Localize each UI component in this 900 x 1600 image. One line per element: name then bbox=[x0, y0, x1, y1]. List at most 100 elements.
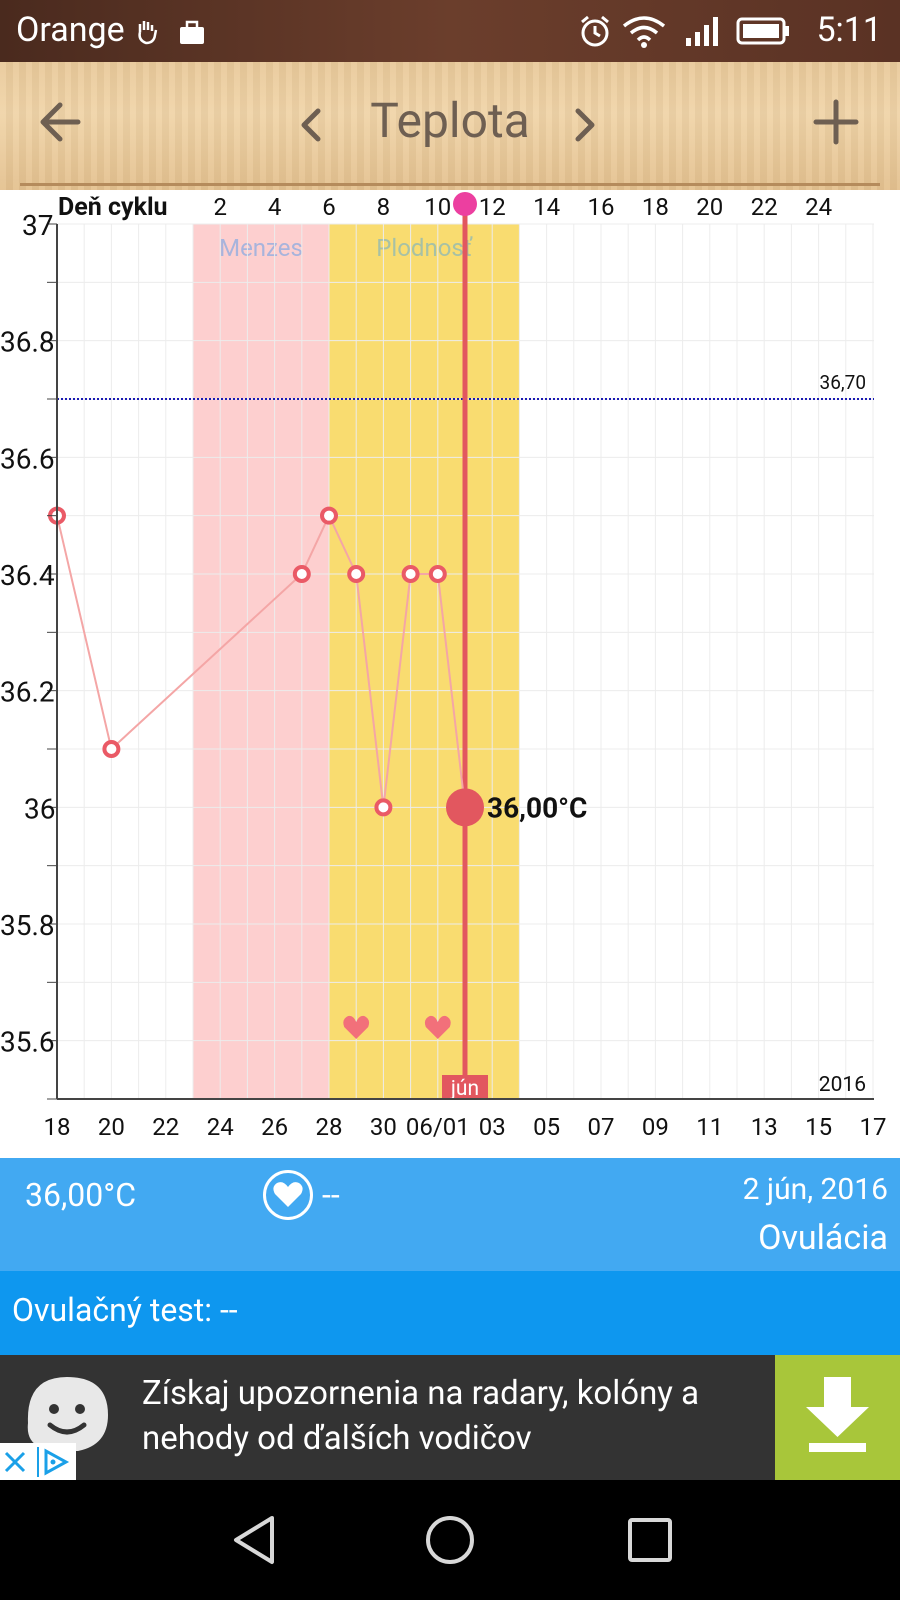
y-tick-label: 35.6 bbox=[0, 1026, 55, 1059]
period-band bbox=[329, 224, 520, 1099]
y-tick-label: 36.8 bbox=[0, 326, 55, 359]
cycle-day-tick: 8 bbox=[377, 193, 391, 221]
x-tick-label: 20 bbox=[98, 1113, 125, 1141]
day-info-panel[interactable]: 36,00°C -- 2 jún, 2016 Ovulácia bbox=[0, 1158, 900, 1271]
battery-icon bbox=[736, 17, 789, 45]
waze-logo-icon bbox=[27, 1377, 108, 1457]
year-label: 2016 bbox=[819, 1073, 866, 1097]
intercourse-heart-icon bbox=[424, 1015, 451, 1039]
x-tick-label: 06/01 bbox=[406, 1113, 470, 1141]
y-tick-label: 36 bbox=[24, 792, 55, 825]
y-tick-label: 36.6 bbox=[0, 442, 55, 475]
x-tick-label: 30 bbox=[370, 1113, 397, 1141]
x-tick-label: 13 bbox=[751, 1113, 778, 1141]
nav-back-icon bbox=[234, 1516, 274, 1564]
briefcase-notification-icon bbox=[180, 20, 204, 44]
page-title: Teplota bbox=[370, 92, 530, 149]
alarm-icon bbox=[581, 15, 609, 47]
clock: 5:11 bbox=[816, 10, 882, 50]
intercourse-value: -- bbox=[322, 1176, 340, 1214]
x-tick-label: 26 bbox=[261, 1113, 288, 1141]
nav-recents-button[interactable] bbox=[614, 1504, 686, 1576]
cycle-day-tick: 22 bbox=[751, 193, 778, 221]
carrier-name: Orange bbox=[16, 10, 125, 50]
hand-notification-icon bbox=[138, 21, 158, 45]
cycle-day-tick: 20 bbox=[696, 193, 723, 221]
ovulation-test-row[interactable]: Ovulačný test: -- bbox=[0, 1271, 900, 1355]
x-tick-label: 18 bbox=[44, 1113, 71, 1141]
ad-text: Získaj upozornenia na radary, kolóny a n… bbox=[142, 1371, 752, 1461]
adchoices-icon bbox=[4, 1447, 70, 1477]
download-icon bbox=[806, 1377, 869, 1452]
cycle-day-tick: 6 bbox=[322, 193, 336, 221]
reference-line-label: 36,70 bbox=[820, 371, 866, 394]
x-tick-label: 24 bbox=[207, 1113, 234, 1141]
data-point bbox=[401, 565, 420, 583]
chevron-left-icon bbox=[301, 108, 321, 142]
x-tick-label: 11 bbox=[696, 1113, 723, 1141]
ovulation-test-label: Ovulačný test: -- bbox=[12, 1291, 238, 1329]
ad-download-button[interactable] bbox=[775, 1355, 900, 1480]
cycle-day-tick: 12 bbox=[479, 193, 506, 221]
y-tick-label: 37 bbox=[22, 209, 53, 242]
y-tick-label: 36.2 bbox=[0, 676, 55, 709]
cycle-day-tick: 24 bbox=[805, 193, 832, 221]
toolbar: Teplota bbox=[0, 62, 900, 190]
x-tick-label: 15 bbox=[805, 1113, 832, 1141]
ad-banner[interactable]: Získaj upozornenia na radary, kolóny a n… bbox=[0, 1355, 900, 1480]
y-tick-label: 36.4 bbox=[0, 559, 55, 592]
selected-day-handle bbox=[453, 192, 477, 216]
nav-home-button[interactable] bbox=[414, 1504, 486, 1576]
period-band bbox=[193, 224, 329, 1099]
x-tick-label: 09 bbox=[642, 1113, 669, 1141]
system-nav-bar bbox=[0, 1480, 900, 1600]
period-label: Menzes bbox=[219, 234, 303, 262]
plus-icon bbox=[813, 99, 859, 145]
ad-text-line-2: nehody od ďalších vodičov bbox=[142, 1419, 532, 1458]
data-point bbox=[347, 565, 366, 583]
add-button[interactable] bbox=[806, 92, 866, 152]
nav-recents-icon bbox=[628, 1518, 672, 1562]
cycle-day-tick: 10 bbox=[424, 193, 451, 221]
intercourse-button[interactable] bbox=[263, 1170, 313, 1220]
signal-icon bbox=[686, 17, 718, 46]
cycle-day-tick: 14 bbox=[533, 193, 560, 221]
ad-text-line-1: Získaj upozornenia na radary, kolóny a bbox=[142, 1374, 700, 1413]
status-bar: Orange 5:11 bbox=[0, 0, 900, 62]
data-point bbox=[102, 740, 121, 758]
wifi-icon bbox=[622, 16, 666, 48]
data-point bbox=[292, 565, 311, 583]
ad-choices[interactable] bbox=[0, 1443, 76, 1480]
back-button[interactable] bbox=[32, 92, 92, 152]
month-label: jún bbox=[450, 1077, 479, 1101]
data-point bbox=[320, 506, 338, 525]
intercourse-heart-icon bbox=[343, 1015, 370, 1039]
selected-temperature: 36,00°C bbox=[25, 1176, 137, 1214]
next-chart-button[interactable] bbox=[562, 100, 606, 144]
selected-point-label: 36,00°C bbox=[487, 791, 587, 824]
toolbar-divider bbox=[20, 183, 880, 186]
x-tick-label: 22 bbox=[152, 1113, 179, 1141]
arrow-left-icon bbox=[40, 102, 81, 142]
previous-chart-button[interactable] bbox=[290, 100, 334, 144]
selected-date: 2 jún, 2016 bbox=[742, 1172, 888, 1207]
chevron-right-icon bbox=[575, 108, 595, 142]
cycle-day-tick: 18 bbox=[642, 193, 669, 221]
cycle-day-tick: 4 bbox=[268, 193, 282, 221]
x-tick-label: 17 bbox=[860, 1113, 887, 1141]
nav-back-button[interactable] bbox=[220, 1504, 292, 1576]
heart-circle-icon bbox=[273, 1182, 303, 1207]
cycle-day-axis-label: Deň cyklu bbox=[58, 193, 168, 222]
month-marker bbox=[442, 1075, 488, 1099]
nav-home-icon bbox=[426, 1516, 474, 1564]
temperature-chart[interactable]: Menzes Plodnosť 36,70 jún 36,00°C 37 36.8 3… bbox=[0, 190, 900, 1160]
x-tick-label: 07 bbox=[588, 1113, 615, 1141]
data-point bbox=[428, 565, 447, 583]
selected-point bbox=[446, 788, 484, 827]
data-point bbox=[374, 798, 393, 817]
cycle-day-tick: 16 bbox=[588, 193, 615, 221]
period-label: Plodnosť bbox=[376, 234, 473, 262]
x-tick-label: 03 bbox=[479, 1113, 506, 1141]
cycle-day-tick: 2 bbox=[213, 193, 227, 221]
x-tick-label: 05 bbox=[533, 1113, 560, 1141]
